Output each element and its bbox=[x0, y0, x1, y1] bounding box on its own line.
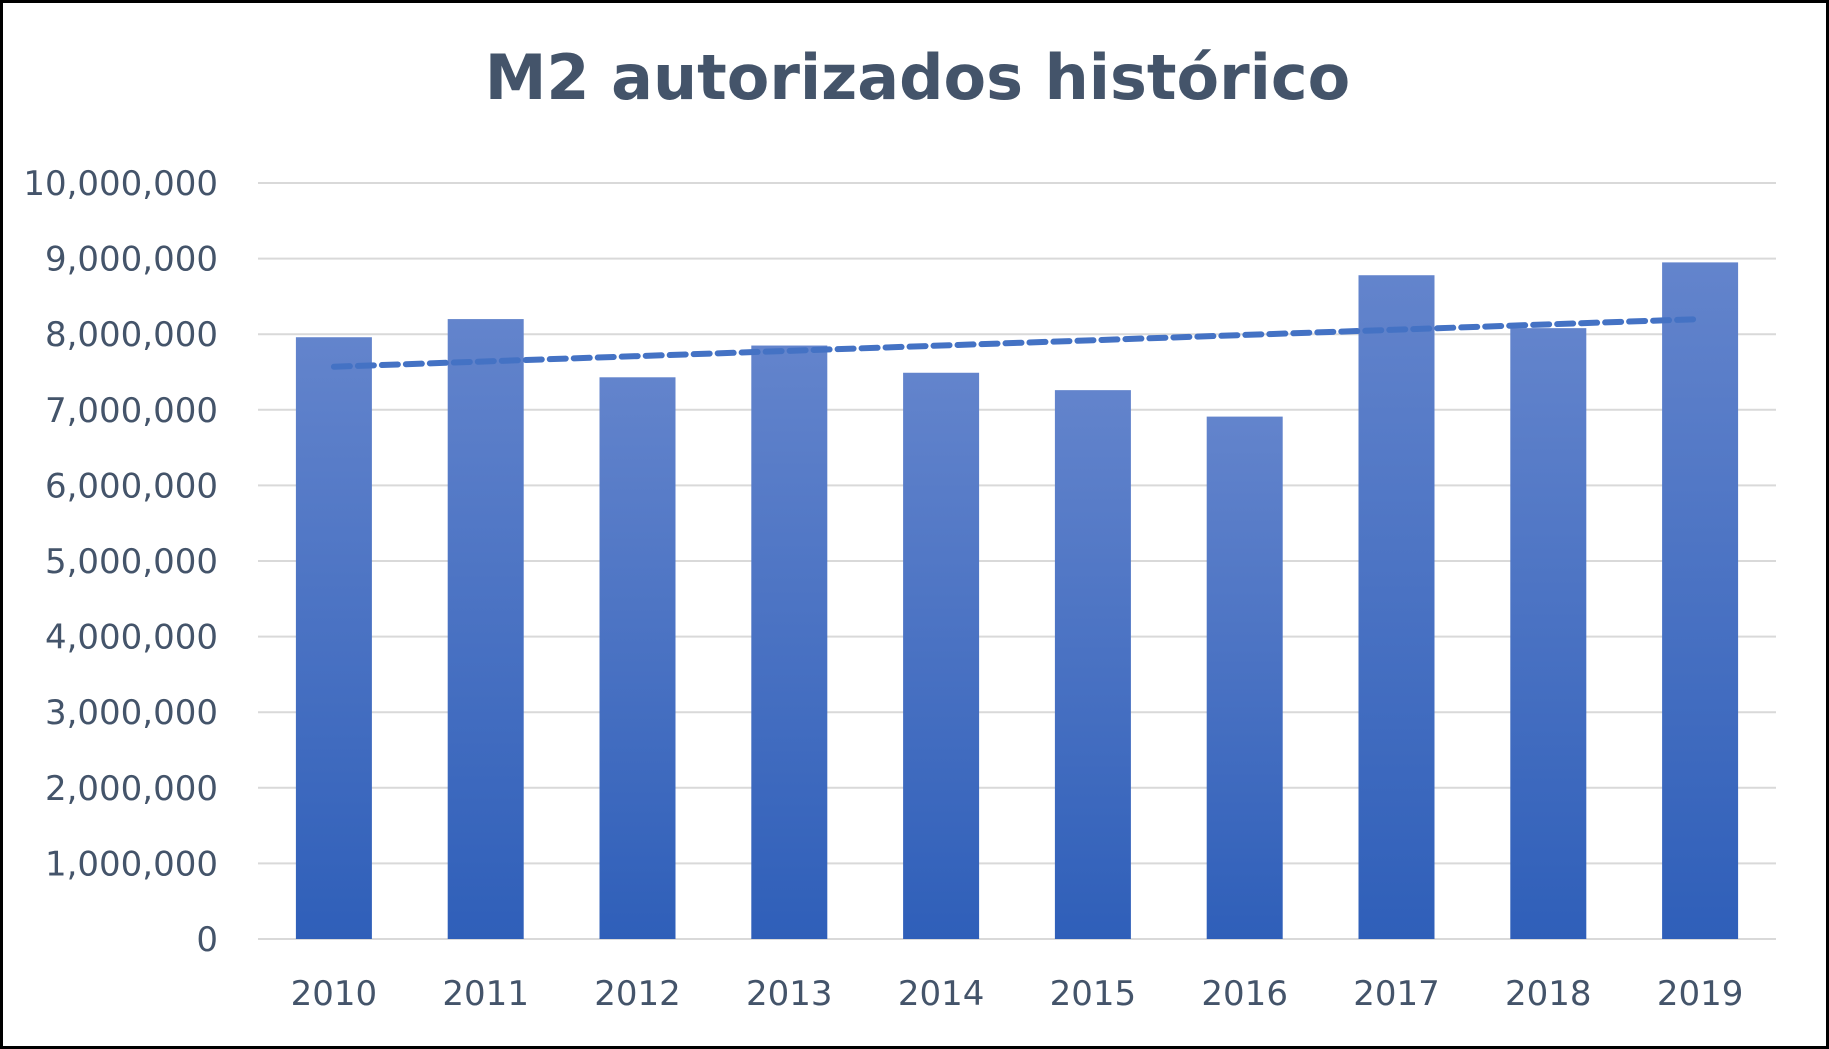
y-tick-label: 10,000,000 bbox=[23, 164, 218, 204]
x-tick-label: 2018 bbox=[1505, 974, 1592, 1014]
bars bbox=[295, 262, 1739, 940]
y-tick-label: 5,000,000 bbox=[45, 542, 218, 582]
x-tick-label: 2013 bbox=[746, 974, 833, 1014]
y-tick-label: 0 bbox=[196, 920, 218, 960]
y-tick-label: 1,000,000 bbox=[45, 844, 218, 884]
bar bbox=[447, 319, 524, 940]
y-tick-label: 6,000,000 bbox=[45, 466, 218, 506]
trendline bbox=[330, 316, 1704, 370]
y-tick-label: 8,000,000 bbox=[45, 315, 218, 355]
x-tick-label: 2019 bbox=[1657, 974, 1744, 1014]
bar bbox=[1054, 390, 1131, 939]
x-tick-label: 2016 bbox=[1201, 974, 1288, 1014]
x-tick-label: 2011 bbox=[442, 974, 529, 1014]
y-tick-label: 4,000,000 bbox=[45, 618, 218, 658]
bar bbox=[1510, 328, 1587, 940]
x-tick-label: 2010 bbox=[291, 974, 378, 1014]
y-tick-label: 7,000,000 bbox=[45, 391, 218, 431]
y-tick-label: 2,000,000 bbox=[45, 769, 218, 809]
bar bbox=[295, 337, 372, 939]
bar bbox=[1206, 416, 1283, 939]
y-tick-label: 9,000,000 bbox=[45, 240, 218, 280]
x-tick-label: 2017 bbox=[1353, 974, 1440, 1014]
bar bbox=[1358, 275, 1435, 939]
bar bbox=[1662, 262, 1739, 939]
x-tick-label: 2014 bbox=[898, 974, 985, 1014]
bar bbox=[903, 372, 980, 940]
chart-title: M2 autorizados histórico bbox=[484, 41, 1351, 114]
bar bbox=[599, 377, 676, 939]
x-tick-label: 2012 bbox=[594, 974, 681, 1014]
x-tick-label: 2015 bbox=[1050, 974, 1137, 1014]
bar bbox=[751, 345, 828, 939]
y-axis-ticks: 0 1,000,000 2,000,000 3,000,000 4,000,000 5,0… bbox=[23, 164, 218, 960]
y-tick-label: 3,000,000 bbox=[45, 693, 218, 733]
x-axis-ticks: 2010 2011 2012 2013 2014 2015 2016 2017 2018 2019 bbox=[291, 974, 1744, 1014]
trendline-layer bbox=[330, 316, 1704, 370]
